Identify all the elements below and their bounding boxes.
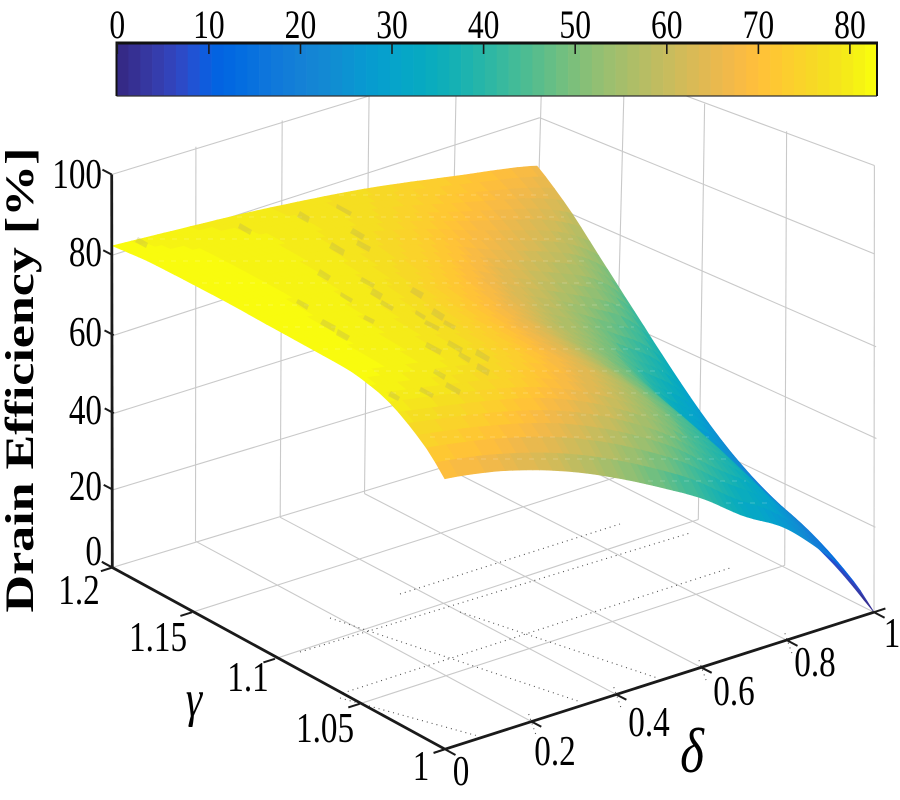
svg-text:80: 80 xyxy=(834,2,866,46)
svg-text:60: 60 xyxy=(651,2,683,46)
svg-text:20: 20 xyxy=(285,2,317,46)
svg-text:1.15: 1.15 xyxy=(129,614,187,661)
svg-text:0.8: 0.8 xyxy=(794,639,835,686)
svg-text:0.2: 0.2 xyxy=(534,728,575,775)
svg-text:100: 100 xyxy=(52,151,102,198)
svg-text:0: 0 xyxy=(85,528,102,575)
svg-text:0: 0 xyxy=(453,748,470,795)
svg-text:1: 1 xyxy=(413,743,430,790)
svg-text:80: 80 xyxy=(69,229,102,276)
svg-text:10: 10 xyxy=(193,2,225,46)
svg-text:0.4: 0.4 xyxy=(628,699,670,746)
svg-text:δ: δ xyxy=(680,715,705,787)
svg-text:0.6: 0.6 xyxy=(713,668,754,715)
svg-text:Drain Efficiency [%]: Drain Efficiency [%] xyxy=(0,148,43,613)
svg-text:γ: γ xyxy=(186,671,204,728)
svg-text:1.2: 1.2 xyxy=(58,567,99,614)
svg-text:60: 60 xyxy=(69,309,102,356)
svg-text:0: 0 xyxy=(109,2,125,46)
svg-text:1: 1 xyxy=(884,610,900,657)
svg-text:20: 20 xyxy=(69,463,102,510)
svg-text:70: 70 xyxy=(743,2,775,46)
svg-text:1.05: 1.05 xyxy=(296,705,354,752)
svg-text:50: 50 xyxy=(559,2,591,46)
svg-text:40: 40 xyxy=(468,2,500,46)
svg-text:30: 30 xyxy=(376,2,408,46)
svg-text:40: 40 xyxy=(69,387,102,434)
svg-text:1.1: 1.1 xyxy=(227,654,268,701)
